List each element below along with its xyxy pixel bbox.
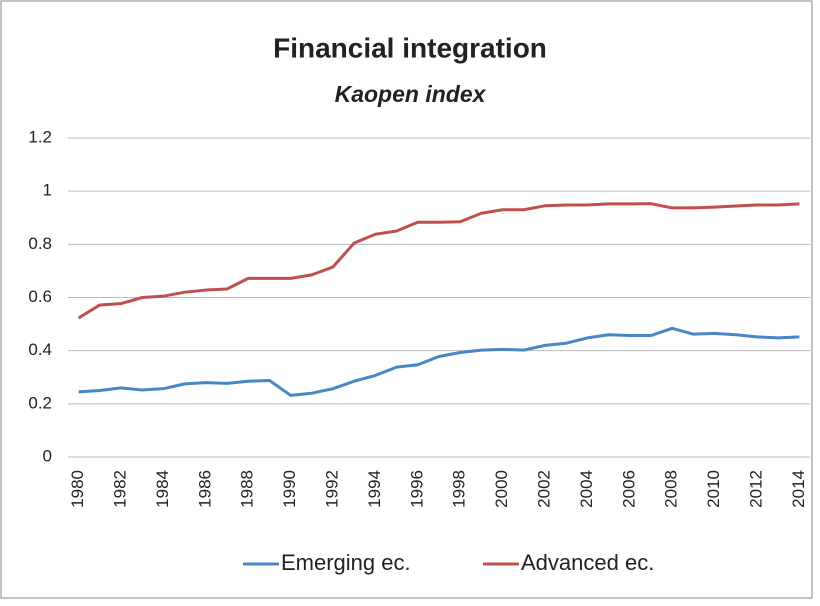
- x-tick-label: 1980: [68, 470, 87, 508]
- x-tick-label: 2008: [662, 470, 681, 508]
- y-tick-label: 0.4: [28, 340, 52, 359]
- y-tick-label: 0: [43, 446, 52, 465]
- x-tick-label: 2014: [789, 470, 808, 508]
- data-line: [77, 202, 800, 320]
- y-tick-label: 0.2: [28, 393, 52, 412]
- x-tick-label: 1982: [110, 470, 129, 508]
- y-tick-label: 1.2: [28, 127, 52, 146]
- y-tick-label: 1: [43, 181, 52, 200]
- chart-title: Financial integration: [273, 32, 547, 63]
- x-tick-label: 1992: [322, 470, 341, 508]
- y-tick-label: 0.6: [28, 287, 52, 306]
- x-tick-label: 1994: [365, 470, 384, 508]
- x-tick-label: 1986: [195, 470, 214, 508]
- x-tick-label: 2010: [704, 470, 723, 508]
- x-tick-label: 2006: [619, 470, 638, 508]
- x-tick-label: 2004: [577, 470, 596, 508]
- x-tick-label: 1990: [280, 470, 299, 508]
- legend-label: Advanced ec.: [521, 550, 654, 575]
- x-tick-label: 2002: [534, 470, 553, 508]
- y-tick-label: 0.8: [28, 234, 52, 253]
- x-tick-label: 2000: [492, 470, 511, 508]
- x-tick-label: 2012: [746, 470, 765, 508]
- chart-subtitle: Kaopen index: [335, 81, 487, 107]
- x-tick-label: 1996: [407, 470, 426, 508]
- x-tick-label: 1984: [153, 470, 172, 508]
- x-tick-label: 1988: [238, 470, 257, 508]
- legend-label: Emerging ec.: [281, 550, 411, 575]
- x-tick-label: 1998: [450, 470, 469, 508]
- data-line: [78, 326, 800, 397]
